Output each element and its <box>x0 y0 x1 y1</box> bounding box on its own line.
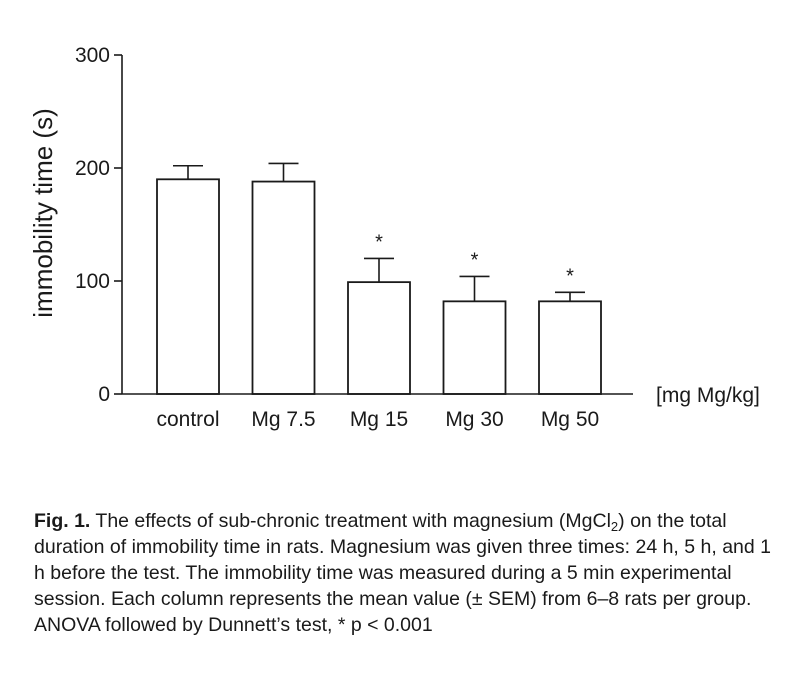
significance-marker: * <box>471 249 479 271</box>
bar <box>538 300 602 395</box>
bar <box>442 300 507 395</box>
bar <box>156 178 220 395</box>
caption-text-part2: ) on the total duration of immobility ti… <box>34 510 772 636</box>
y-axis: 0 100 200 300 <box>75 44 123 406</box>
bar-chart: 0 100 200 300 * * * control Mg 7.5 Mg 15 Mg 30 Mg… <box>28 44 760 431</box>
x-axis-unit-label: [mg Mg/kg] <box>656 384 760 407</box>
x-tick-label: Mg 50 <box>541 408 599 431</box>
bars: * * * <box>156 162 602 395</box>
y-tick-label: 200 <box>75 157 110 180</box>
caption-text-part1: The effects of sub-chronic treatment wit… <box>90 510 611 532</box>
figure-caption: Fig. 1. The effects of sub-chronic treat… <box>34 508 779 638</box>
y-tick-label: 100 <box>75 270 110 293</box>
x-axis: control Mg 7.5 Mg 15 Mg 30 Mg 50 <box>122 393 633 431</box>
significance-marker: * <box>375 231 383 253</box>
x-tick-label: Mg 7.5 <box>251 408 315 431</box>
caption-subscript: 2 <box>610 519 619 534</box>
significance-marker: * <box>566 265 574 287</box>
x-tick-label: Mg 15 <box>350 408 408 431</box>
x-tick-label: control <box>156 408 219 431</box>
bar <box>251 180 316 395</box>
bar <box>347 281 411 395</box>
x-tick-label: Mg 30 <box>445 408 503 431</box>
y-axis-label: immobility time (s) <box>28 108 58 317</box>
y-tick-label: 300 <box>75 44 110 67</box>
y-tick-label: 0 <box>98 383 110 406</box>
figure-label: Fig. 1. <box>34 510 91 532</box>
